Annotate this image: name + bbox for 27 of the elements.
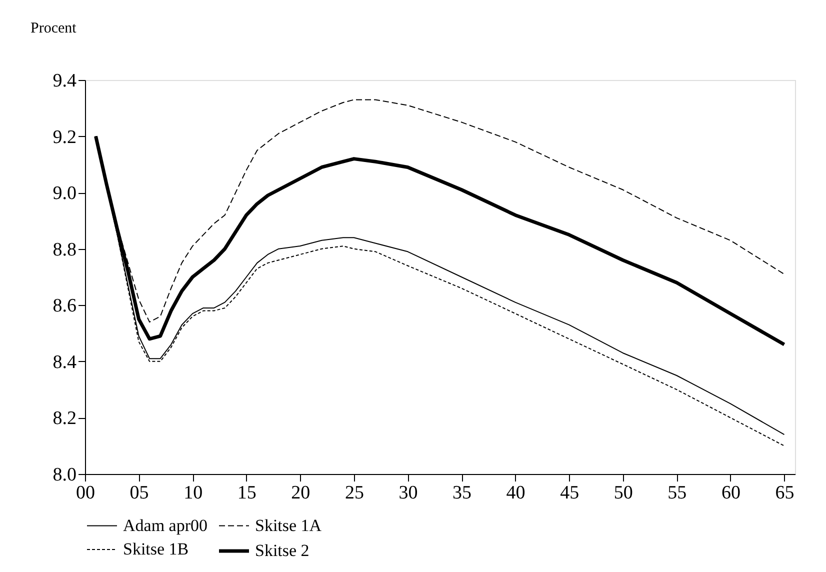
x-tick-label: 55 <box>668 482 687 504</box>
legend-label: Skitse 2 <box>255 541 310 560</box>
x-tick-label: 25 <box>344 482 364 504</box>
y-tick-label: 9.2 <box>52 126 76 148</box>
x-tick-label: 00 <box>76 482 95 504</box>
x-tick-label: 45 <box>560 482 580 504</box>
y-tick-label: 8.0 <box>52 464 76 486</box>
y-tick-label: 9.0 <box>52 183 76 204</box>
y-tick-label: 8.2 <box>52 408 76 430</box>
x-tick-label: 05 <box>130 482 149 504</box>
x-tick-label: 15 <box>237 482 256 504</box>
y-axis-title: Procent <box>30 20 78 36</box>
x-tick-label: 30 <box>398 482 418 504</box>
y-tick-label: 9.4 <box>52 70 77 92</box>
y-tick-label: 8.4 <box>52 352 77 373</box>
x-tick-label: 35 <box>452 482 472 504</box>
legend-label: Skitse 1B <box>123 540 189 558</box>
x-tick-label: 40 <box>506 482 526 504</box>
y-tick-label: 8.6 <box>52 296 76 317</box>
x-tick-label: 50 <box>614 482 633 504</box>
x-tick-label: 20 <box>291 482 310 504</box>
y-tick-label: 8.8 <box>52 239 76 260</box>
legend-label: Skitse 1A <box>255 516 322 535</box>
legend-label: Adam apr00 <box>123 516 208 535</box>
x-tick-label: 60 <box>721 482 740 504</box>
x-tick-label: 10 <box>184 482 203 504</box>
x-tick-label: 65 <box>775 482 794 504</box>
